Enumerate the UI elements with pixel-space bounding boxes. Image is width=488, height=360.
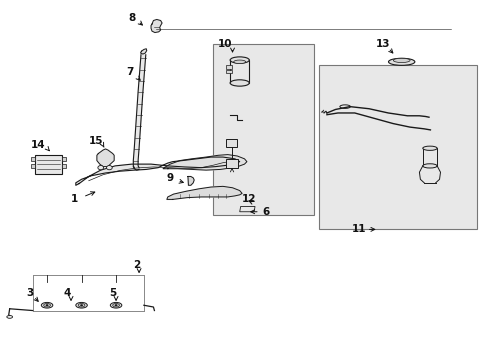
Polygon shape [151,19,162,32]
Circle shape [98,166,103,170]
Text: 1: 1 [71,194,78,204]
Text: 2: 2 [133,260,140,270]
Ellipse shape [41,302,53,308]
Bar [31,157,35,161]
Ellipse shape [422,146,436,150]
Text: 5: 5 [109,288,116,298]
Ellipse shape [387,58,414,66]
Ellipse shape [43,303,50,307]
Bar [62,157,66,161]
Ellipse shape [230,80,249,86]
Text: 6: 6 [262,207,269,217]
Ellipse shape [112,303,119,307]
Ellipse shape [78,303,85,307]
Text: 7: 7 [125,67,133,77]
Ellipse shape [233,60,245,64]
Text: 8: 8 [128,13,135,23]
Text: 13: 13 [375,39,390,49]
Polygon shape [166,186,242,199]
Text: 11: 11 [351,224,366,234]
Bar [226,139,236,147]
Ellipse shape [392,58,409,63]
Text: 4: 4 [63,288,71,298]
Bar [213,44,313,215]
Polygon shape [97,149,114,167]
Bar [230,60,249,83]
Polygon shape [133,55,145,168]
Circle shape [45,304,48,306]
Text: 10: 10 [218,39,232,49]
Bar [422,148,436,166]
Polygon shape [187,176,194,185]
Circle shape [80,304,83,306]
Polygon shape [163,154,246,170]
Bar [31,164,35,168]
Polygon shape [140,49,146,54]
Polygon shape [239,207,255,212]
Circle shape [106,166,112,170]
Bar [226,159,238,168]
Ellipse shape [422,164,436,168]
Text: 3: 3 [26,288,33,298]
Circle shape [114,304,117,306]
Bar [226,66,232,69]
Ellipse shape [110,302,122,308]
Bar [226,69,232,73]
Bar [35,155,62,174]
Bar [62,164,66,168]
Text: 9: 9 [166,173,173,183]
Polygon shape [76,157,239,185]
FancyArrowPatch shape [321,110,324,112]
Text: 12: 12 [242,194,256,204]
Bar [318,66,476,229]
Text: 14: 14 [31,140,46,150]
Ellipse shape [230,57,249,63]
Text: 15: 15 [88,136,103,146]
Ellipse shape [76,302,87,308]
Ellipse shape [7,315,13,318]
